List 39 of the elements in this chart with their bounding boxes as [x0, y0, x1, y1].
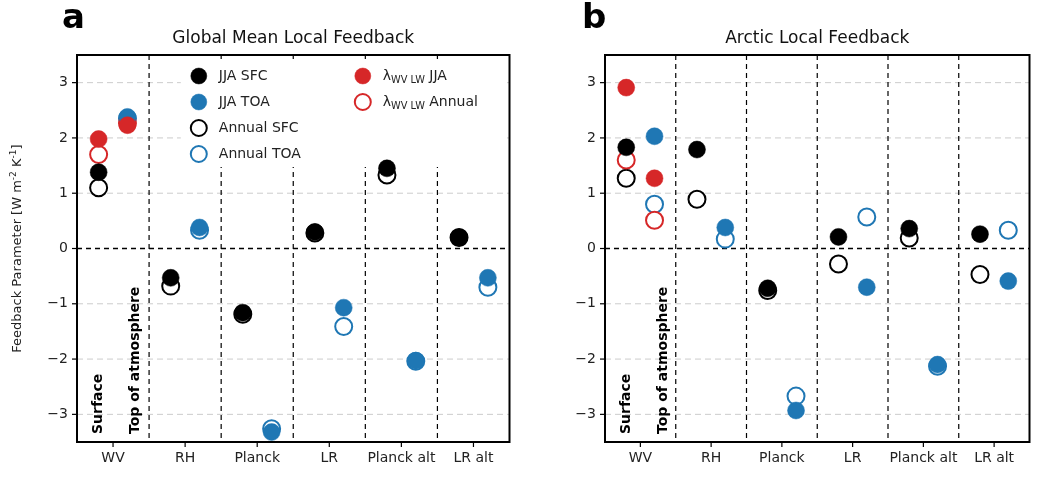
annotation: Top of atmosphere — [125, 286, 142, 434]
x-tick-label: RH — [700, 448, 722, 465]
y-tick-label: −1 — [575, 294, 596, 311]
y-tick-label: −2 — [47, 349, 68, 366]
text: a — [62, 0, 85, 36]
y-tick-label: 0 — [59, 239, 68, 256]
y-tick-label: 1 — [59, 183, 68, 200]
legend-label: Annual SFC — [218, 118, 299, 135]
y-axis-title: Feedback Parameter [W m-2 K-1] — [7, 144, 25, 353]
y-tick-label: 0 — [587, 239, 596, 256]
y-tick-label: −2 — [575, 349, 596, 366]
y-tick-label: −1 — [47, 294, 68, 311]
x-tick-label: WV — [628, 448, 653, 465]
x-tick-label: WV — [101, 448, 126, 465]
y-tick-label: −3 — [47, 405, 68, 421]
legend-label: Annual TOA — [218, 144, 302, 161]
annotation: Top of atmosphere — [653, 286, 670, 434]
y-tick-label: 3 — [587, 73, 596, 90]
x-tick-label: LR alt — [453, 448, 494, 465]
x-tick-label: LR — [320, 448, 339, 465]
y-tick-label: −3 — [575, 405, 596, 421]
x-tick-label: LR — [843, 448, 862, 465]
chart-title: Arctic Local Feedback — [725, 26, 910, 47]
x-tick-label: LR alt — [974, 448, 1015, 465]
y-tick-label: 1 — [587, 183, 596, 200]
legend-label: JJA TOA — [217, 92, 271, 109]
y-tick-label: 3 — [59, 73, 68, 90]
x-tick-label: Planck — [234, 448, 281, 465]
y-tick-label: 2 — [587, 128, 596, 145]
x-tick-label: RH — [174, 448, 196, 465]
x-tick-label: Planck alt — [889, 448, 958, 465]
legend-label: JJA SFC — [217, 66, 268, 83]
x-tick-label: Planck alt — [367, 448, 436, 465]
y-tick-label: 2 — [59, 128, 68, 145]
annotation: Surface — [88, 373, 105, 434]
chart-title: Global Mean Local Feedback — [172, 26, 415, 47]
text: b — [582, 0, 607, 36]
x-tick-label: Planck — [759, 448, 806, 465]
annotation: Surface — [616, 373, 633, 434]
